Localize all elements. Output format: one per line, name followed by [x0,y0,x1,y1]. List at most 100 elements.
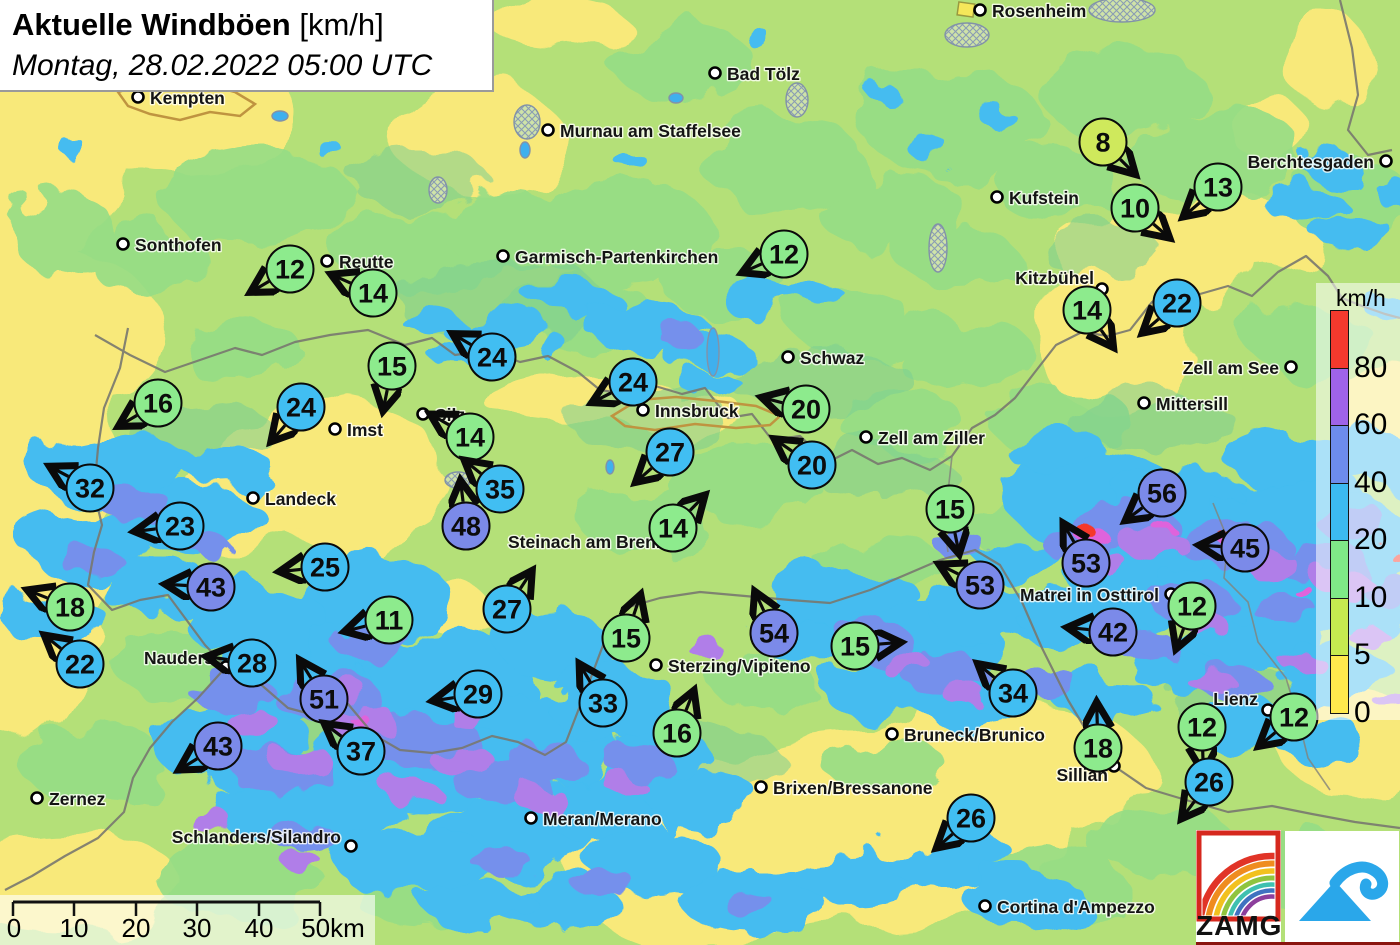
station-circle [1110,183,1160,233]
station-circle [348,268,398,318]
wind-direction-arrow [120,415,137,425]
station-circle [946,793,996,843]
station-value: 45 [1230,534,1260,564]
wind-direction-arrow [979,665,994,678]
city-label: Mittersill [1156,394,1228,414]
station-gust-23: 23 [136,501,205,551]
city-meran-merano: Meran/Merano [524,808,663,830]
scale-tick-label: 20 [122,913,151,943]
station-circle [1184,757,1234,807]
station-circle [276,382,326,432]
city-cortina-d-ampezzo: Cortina d'Ampezzo [978,896,1156,918]
city-marker [416,407,430,421]
station-circle [1137,468,1187,518]
city-marker [973,3,987,17]
station-gust-35: 35 [465,461,525,514]
wind-direction-arrow [1182,802,1194,818]
station-value: 27 [492,595,522,625]
city-marker [246,491,260,505]
wind-direction-arrow [580,665,590,682]
station-circle [467,332,517,382]
station-value: 42 [1098,618,1128,648]
wind-direction-arrow [167,584,187,585]
wind-direction-arrow [1101,330,1113,346]
station-circle [1177,702,1227,752]
zamg-rainbow-icon [1196,830,1281,922]
station-gust-11: 11 [346,595,414,645]
wind-direction-arrow [136,529,156,531]
legend-tick-label: 10 [1354,580,1388,614]
legend-tick-label: 5 [1354,638,1371,671]
legend-tick-label: 40 [1354,465,1388,499]
station-value: 56 [1147,479,1177,509]
station-circle [482,584,532,634]
station-circle [749,608,799,658]
station-gust-24: 24 [454,332,517,382]
wind-direction-arrow [208,657,228,660]
station-gust-26: 26 [1182,757,1234,818]
wind-direction-arrow [1143,319,1158,332]
station-value: 29 [463,680,493,710]
station-circle [830,621,880,671]
station-gust-15: 15 [830,621,900,671]
wind-direction-arrow [325,724,341,736]
station-gust-15: 15 [367,341,417,410]
map-title-box: Aktuelle Windböen [km/h] Montag, 28.02.2… [0,0,494,92]
legend-stop: 40 [1331,425,1387,497]
scale-tick-label: 40 [245,913,274,943]
city-sonthofen: Sonthofen [116,234,223,256]
city-marker [30,791,44,805]
city-label: Nauders [144,648,214,668]
zamg-logo: ZAMG [1196,830,1281,942]
station-value: 22 [1162,289,1192,319]
station-value: 18 [55,593,85,623]
city-marker [636,403,650,417]
scale-tick-label: 0 [7,913,21,943]
station-value: 8 [1095,128,1110,158]
station-value: 14 [1072,296,1102,326]
city-reutte: Reutte [320,251,395,273]
station-value: 14 [358,279,388,309]
city-marker [524,811,538,825]
city-landeck: Landeck [246,488,338,510]
station-circle [608,357,658,407]
station-circle [645,427,695,477]
city-label: Schwaz [800,348,864,368]
station-circle [441,501,491,551]
station-gust-34: 34 [979,665,1038,718]
station-gust-14: 14 [648,496,705,553]
station-value: 24 [477,343,507,373]
city-matrei-in-osttirol: Matrei in Osttirol [1019,584,1178,606]
station-gust-8: 8 [1078,117,1135,174]
wind-direction-arrow [281,569,301,571]
station-gust-43: 43 [167,562,236,612]
station-value: 54 [759,619,789,649]
station-gust-27: 27 [637,427,695,482]
station-circle [1152,278,1202,328]
station-circle [45,582,95,632]
station-value: 53 [965,571,995,601]
zamg-wordmark: ZAMG [1196,910,1283,941]
legend-stop: 5 [1331,597,1371,670]
station-circle [367,341,417,391]
station-value: 15 [840,632,870,662]
station-circle [55,639,105,689]
city-marker [1379,154,1393,168]
city-marker [990,190,1004,204]
wind-direction-arrow [637,468,652,481]
city-label: Berchtesgaden [1248,152,1374,172]
station-value: 14 [455,423,485,453]
station-gust-53: 53 [1063,524,1111,588]
station-circle [186,562,236,612]
city-imst: Imst [328,419,385,441]
wind-direction-arrow [45,636,61,649]
city-marker [1137,396,1151,410]
station-circle [1220,523,1270,573]
station-gust-13: 13 [1184,162,1243,216]
station-gust-12: 12 [252,244,315,293]
city-label: Brixen/Bressanone [773,778,933,798]
station-value: 23 [165,512,195,542]
city-lienz: Lienz [1212,688,1275,717]
city-label: Rosenheim [992,1,1086,21]
